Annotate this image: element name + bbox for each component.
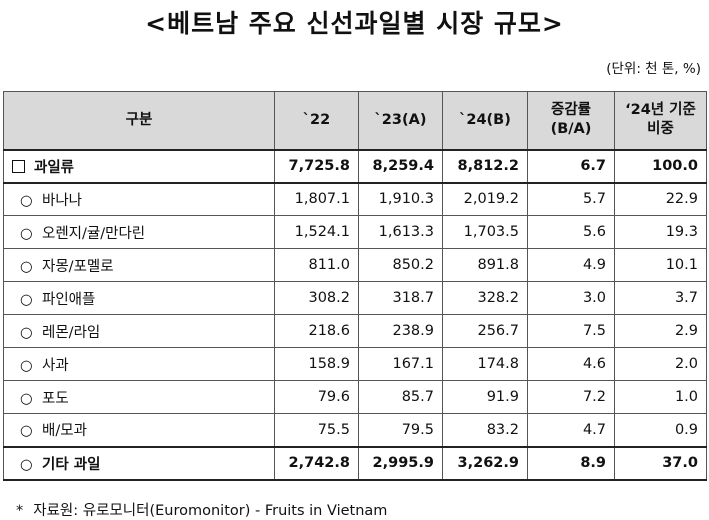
cell-2023: 2,995.9 [358, 445, 443, 481]
cell-share: 10.1 [614, 248, 707, 282]
cell-2024: 891.8 [442, 248, 528, 282]
circle-bullet-icon: ○ [20, 390, 33, 407]
fruit-market-table: 구분 `22 `23(A) `24(B) 증감률 (B/A) ‘24년 기준 비… [3, 91, 707, 481]
cell-2022: 811.0 [274, 248, 359, 282]
header-growth-line1: 증감률 [550, 102, 592, 119]
cell-growth: 3.0 [527, 281, 615, 315]
cell-2023: 79.5 [358, 413, 443, 447]
header-2022: `22 [274, 91, 359, 150]
table-row-other: ○ 기타 과일 2,742.8 2,995.9 3,262.9 8.9 37.0 [3, 445, 707, 481]
cell-growth: 5.7 [527, 182, 615, 216]
asterisk-mark: * [16, 503, 24, 519]
cell-2022: 79.6 [274, 380, 359, 414]
cell-2022: 2,742.8 [274, 445, 359, 481]
source-note: * 자료원: 유로모니터(Euromonitor) - Fruits in Vie… [16, 499, 387, 520]
cell-2023: 1,613.3 [358, 215, 443, 249]
row-label: ○ 레몬/라임 [3, 314, 275, 348]
circle-bullet-icon: ○ [20, 225, 33, 242]
cell-2023: 318.7 [358, 281, 443, 315]
row-label: ○ 바나나 [3, 182, 275, 216]
cell-2024: 2,019.2 [442, 182, 528, 216]
cell-share: 1.0 [614, 380, 707, 414]
table-row: ○ 바나나 1,807.1 1,910.3 2,019.2 5.7 22.9 [3, 182, 707, 216]
cell-2024: 174.8 [442, 347, 528, 381]
header-share: ‘24년 기준 비중 [614, 91, 707, 150]
cell-2022: 158.9 [274, 347, 359, 381]
circle-bullet-icon: ○ [20, 456, 33, 473]
header-share-line1: ‘24년 기준 [625, 102, 696, 119]
cell-growth: 7.5 [527, 314, 615, 348]
cell-2022: 218.6 [274, 314, 359, 348]
table-row: ○ 레몬/라임 218.6 238.9 256.7 7.5 2.9 [3, 314, 707, 348]
cell-2024: 8,812.2 [442, 149, 528, 184]
cell-2024: 83.2 [442, 413, 528, 447]
cell-2022: 75.5 [274, 413, 359, 447]
table-row: ○ 배/모과 75.5 79.5 83.2 4.7 0.9 [3, 413, 707, 447]
header-growth: 증감률 (B/A) [527, 91, 615, 150]
cell-2024: 1,703.5 [442, 215, 528, 249]
header-category: 구분 [3, 91, 275, 150]
cell-share: 22.9 [614, 182, 707, 216]
cell-share: 37.0 [614, 445, 707, 481]
cell-share: 19.3 [614, 215, 707, 249]
row-label: ○ 기타 과일 [3, 445, 275, 481]
cell-2023: 85.7 [358, 380, 443, 414]
cell-2023: 238.9 [358, 314, 443, 348]
cell-2023: 8,259.4 [358, 149, 443, 184]
circle-bullet-icon: ○ [20, 324, 33, 341]
header-share-line2: 비중 [647, 121, 674, 138]
cell-2023: 167.1 [358, 347, 443, 381]
cell-2024: 328.2 [442, 281, 528, 315]
cell-growth: 4.7 [527, 413, 615, 447]
cell-share: 2.9 [614, 314, 707, 348]
header-row: 구분 `22 `23(A) `24(B) 증감률 (B/A) ‘24년 기준 비… [3, 91, 707, 150]
table-row: ○ 자몽/포멜로 811.0 850.2 891.8 4.9 10.1 [3, 248, 707, 282]
row-label: ○ 포도 [3, 380, 275, 414]
cell-2024: 256.7 [442, 314, 528, 348]
page-title: <베트남 주요 신선과일별 시장 규모> [145, 9, 564, 38]
unit-note: (단위: 천 톤, %) [606, 61, 701, 77]
cell-growth: 7.2 [527, 380, 615, 414]
cell-2024: 91.9 [442, 380, 528, 414]
row-label: ○ 자몽/포멜로 [3, 248, 275, 282]
cell-growth: 5.6 [527, 215, 615, 249]
cell-2022: 7,725.8 [274, 149, 359, 184]
row-label: ○ 파인애플 [3, 281, 275, 315]
table-row-total: 과일류 7,725.8 8,259.4 8,812.2 6.7 100.0 [3, 149, 707, 184]
row-label: ○ 배/모과 [3, 413, 275, 447]
cell-2022: 1,524.1 [274, 215, 359, 249]
table-row: ○ 포도 79.6 85.7 91.9 7.2 1.0 [3, 380, 707, 414]
cell-share: 3.7 [614, 281, 707, 315]
header-2023: `23(A) [358, 91, 443, 150]
row-label: ○ 사과 [3, 347, 275, 381]
cell-2024: 3,262.9 [442, 445, 528, 481]
source-text: 자료원: 유로모니터(Euromonitor) - Fruits in Viet… [33, 503, 388, 519]
cell-growth: 4.9 [527, 248, 615, 282]
cell-2023: 850.2 [358, 248, 443, 282]
cell-2022: 308.2 [274, 281, 359, 315]
cell-share: 0.9 [614, 413, 707, 447]
circle-bullet-icon: ○ [20, 423, 33, 440]
cell-growth: 8.9 [527, 445, 615, 481]
cell-2023: 1,910.3 [358, 182, 443, 216]
cell-2022: 1,807.1 [274, 182, 359, 216]
header-2024: `24(B) [442, 91, 528, 150]
circle-bullet-icon: ○ [20, 357, 33, 374]
cell-growth: 6.7 [527, 149, 615, 184]
circle-bullet-icon: ○ [20, 291, 33, 308]
table-row: ○ 파인애플 308.2 318.7 328.2 3.0 3.7 [3, 281, 707, 315]
row-label: 과일류 [3, 149, 275, 184]
table-row: ○ 사과 158.9 167.1 174.8 4.6 2.0 [3, 347, 707, 381]
circle-bullet-icon: ○ [20, 192, 33, 209]
cell-growth: 4.6 [527, 347, 615, 381]
square-bullet-icon [12, 159, 25, 173]
header-growth-line2: (B/A) [550, 121, 592, 138]
cell-share: 2.0 [614, 347, 707, 381]
circle-bullet-icon: ○ [20, 258, 33, 275]
cell-share: 100.0 [614, 149, 707, 184]
table-row: ○ 오렌지/귤/만다린 1,524.1 1,613.3 1,703.5 5.6 1… [3, 215, 707, 249]
row-label: ○ 오렌지/귤/만다린 [3, 215, 275, 249]
